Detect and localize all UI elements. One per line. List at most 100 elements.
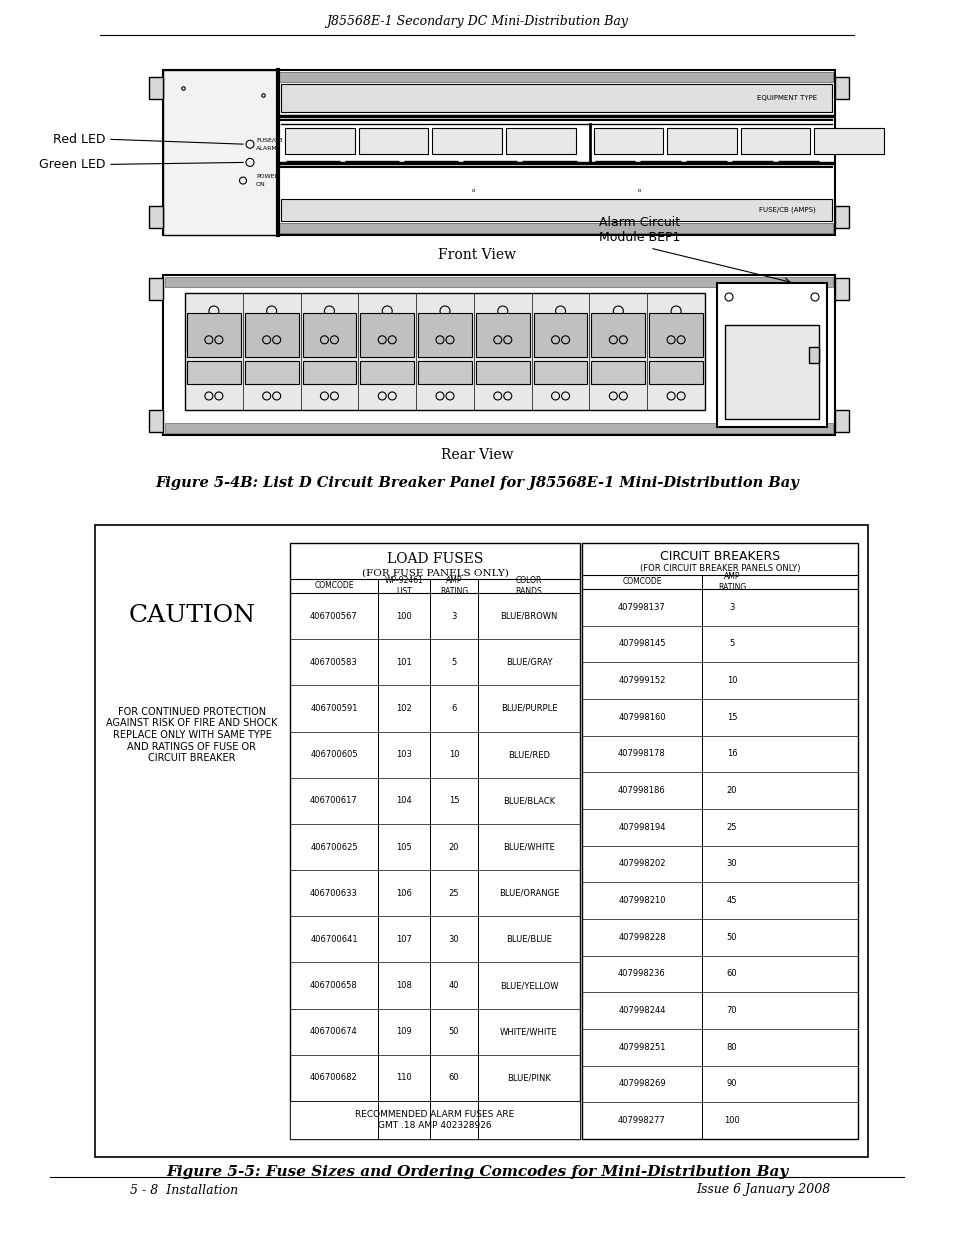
Text: AMP
RATING: AMP RATING	[717, 572, 745, 592]
Text: 70: 70	[726, 1007, 737, 1015]
Bar	[834, 278, 848, 300]
Text: 406700682: 406700682	[310, 1073, 357, 1082]
Text: 406700625: 406700625	[310, 842, 357, 851]
Text: FOR CONTINUED PROTECTION
AGAINST RISK OF FIRE AND SHOCK
REPLACE ONLY WITH SAME T: FOR CONTINUED PROTECTION AGAINST RISK OF…	[106, 706, 277, 763]
Text: BLUE/BLACK: BLUE/BLACK	[502, 797, 555, 805]
Text: 102: 102	[395, 704, 412, 713]
Text: 25: 25	[726, 823, 737, 832]
Bar	[593, 128, 662, 154]
Text: BLUE/YELLOW: BLUE/YELLOW	[499, 981, 558, 990]
Text: BLUE/WHITE: BLUE/WHITE	[502, 842, 555, 851]
Text: 407998186: 407998186	[618, 787, 665, 795]
Text: 105: 105	[395, 842, 412, 851]
Bar	[724, 325, 818, 419]
Bar	[163, 70, 277, 235]
Bar	[187, 361, 240, 384]
Bar	[281, 84, 831, 112]
Bar	[149, 278, 163, 300]
Text: 3: 3	[451, 611, 456, 621]
Text: BLUE/RED: BLUE/RED	[507, 750, 550, 760]
Bar	[95, 525, 867, 1157]
Text: Issue 6 January 2008: Issue 6 January 2008	[695, 1183, 829, 1197]
Text: 25: 25	[448, 889, 458, 898]
Text: 406700591: 406700591	[310, 704, 357, 713]
Text: CAUTION: CAUTION	[129, 604, 255, 626]
Bar	[165, 424, 832, 433]
Bar	[476, 312, 529, 357]
Bar	[649, 361, 702, 384]
Text: WP-92461
LIST: WP-92461 LIST	[384, 577, 423, 595]
Bar	[432, 128, 501, 154]
Bar	[358, 128, 428, 154]
Text: 407998145: 407998145	[618, 640, 665, 648]
Bar	[533, 361, 587, 384]
Text: 15: 15	[448, 797, 458, 805]
Bar	[666, 128, 736, 154]
Text: Green LED: Green LED	[39, 158, 106, 170]
Bar	[591, 361, 644, 384]
Text: 407998202: 407998202	[618, 860, 665, 868]
Text: WHITE/WHITE: WHITE/WHITE	[499, 1028, 558, 1036]
Text: BLUE/ORANGE: BLUE/ORANGE	[498, 889, 558, 898]
Text: 60: 60	[448, 1073, 458, 1082]
Bar	[740, 128, 810, 154]
Text: 406700641: 406700641	[310, 935, 357, 944]
Text: 406700633: 406700633	[310, 889, 357, 898]
Bar	[185, 293, 704, 410]
Text: 109: 109	[395, 1028, 412, 1036]
Text: o: o	[472, 189, 475, 194]
Text: 6: 6	[451, 704, 456, 713]
Bar	[290, 543, 579, 1139]
Text: 406700658: 406700658	[310, 981, 357, 990]
Text: (FOR CIRCUIT BREAKER PANELS ONLY): (FOR CIRCUIT BREAKER PANELS ONLY)	[639, 564, 800, 573]
Bar	[417, 312, 472, 357]
Bar	[165, 224, 832, 233]
Text: COMCODE: COMCODE	[621, 578, 661, 587]
Bar	[591, 312, 644, 357]
Text: 60: 60	[726, 969, 737, 978]
Bar	[476, 361, 529, 384]
Text: 407998277: 407998277	[618, 1116, 665, 1125]
Text: 407998236: 407998236	[618, 969, 665, 978]
Text: 108: 108	[395, 981, 412, 990]
Text: LOAD FUSES: LOAD FUSES	[386, 552, 482, 566]
Text: 407998194: 407998194	[618, 823, 665, 832]
Bar	[245, 312, 298, 357]
Text: 40: 40	[448, 981, 458, 990]
Bar	[302, 312, 356, 357]
Text: 407998210: 407998210	[618, 897, 665, 905]
Text: ALARM: ALARM	[255, 146, 277, 151]
Bar	[290, 1100, 579, 1139]
Text: 5: 5	[729, 640, 734, 648]
Text: Figure 5-4B: List D Circuit Breaker Panel for J85568E-1 Mini-Distribution Bay: Figure 5-4B: List D Circuit Breaker Pane…	[155, 475, 798, 490]
Bar	[163, 70, 834, 235]
Bar	[302, 361, 356, 384]
Bar	[149, 410, 163, 432]
Bar	[814, 128, 883, 154]
Bar	[581, 543, 857, 1139]
Text: POWER: POWER	[255, 174, 278, 179]
Text: 10: 10	[726, 677, 737, 685]
Text: COLOR
BANDS: COLOR BANDS	[515, 577, 542, 595]
Text: 20: 20	[448, 842, 458, 851]
Text: 406700674: 406700674	[310, 1028, 357, 1036]
Text: BLUE/GRAY: BLUE/GRAY	[505, 658, 552, 667]
Bar	[533, 312, 587, 357]
Text: 104: 104	[395, 797, 412, 805]
Bar	[245, 361, 298, 384]
Text: 10: 10	[448, 750, 458, 760]
Text: FUSE/CB: FUSE/CB	[255, 138, 282, 143]
Bar	[149, 77, 163, 99]
Bar	[285, 128, 355, 154]
Text: 406700617: 406700617	[310, 797, 357, 805]
Bar	[360, 312, 414, 357]
Text: 50: 50	[448, 1028, 458, 1036]
Text: 407998137: 407998137	[618, 603, 665, 611]
Bar	[808, 347, 818, 363]
Text: 15: 15	[726, 713, 737, 721]
Bar	[360, 361, 414, 384]
Text: 100: 100	[395, 611, 412, 621]
Bar	[187, 312, 240, 357]
Text: Figure 5-5: Fuse Sizes and Ordering Comcodes for Mini-Distribution Bay: Figure 5-5: Fuse Sizes and Ordering Comc…	[166, 1165, 787, 1179]
Text: J85568E-1 Secondary DC Mini-Distribution Bay: J85568E-1 Secondary DC Mini-Distribution…	[326, 16, 627, 28]
